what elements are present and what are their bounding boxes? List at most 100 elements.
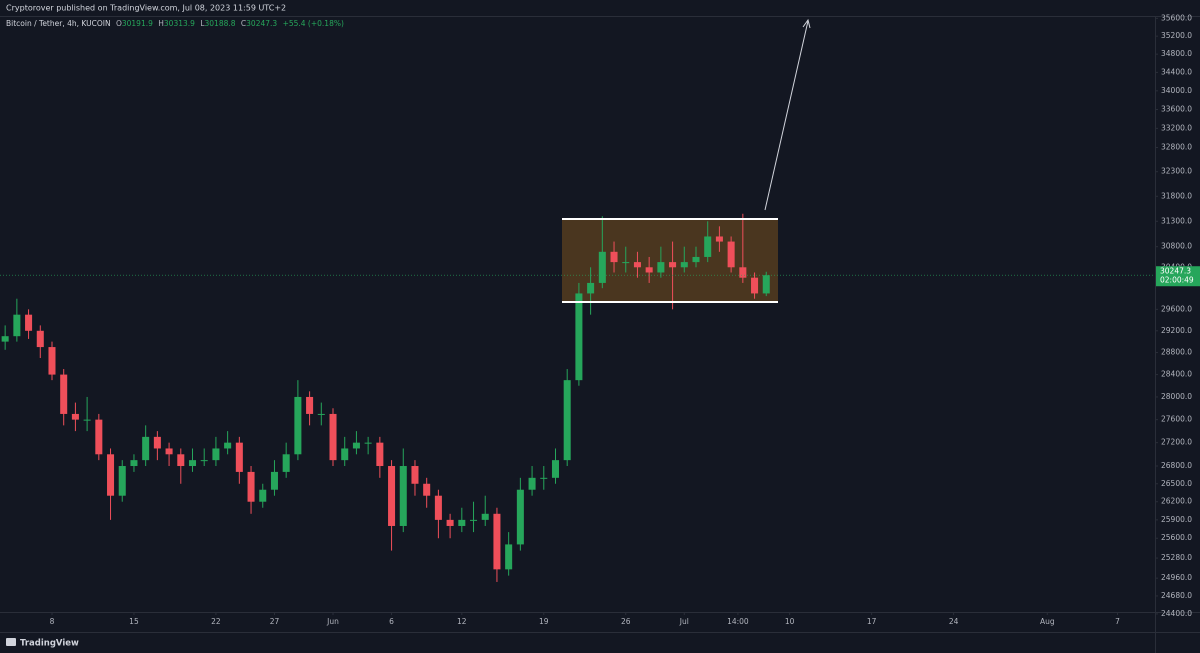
candle-body (540, 477, 548, 479)
candle-body (692, 256, 700, 263)
legend-value: 30188.8 (205, 19, 236, 28)
legend-value: 30247.3 (246, 19, 277, 28)
y-tick-label: 33200.0 (1161, 123, 1192, 132)
logo-icon (6, 638, 16, 646)
candle-body (516, 489, 524, 545)
legend-change: +55.4 (+0.18%) (283, 19, 344, 28)
x-tick-label: 8 (50, 617, 55, 626)
y-tick-label: 24960.0 (1161, 573, 1192, 582)
candle-body (83, 419, 91, 421)
footer-brand: TradingView (20, 639, 79, 649)
y-tick-label: 35600.0 (1161, 13, 1192, 22)
candle-body (470, 519, 478, 521)
x-tick-label: Jul (679, 617, 689, 626)
candle-body (645, 267, 653, 273)
candle-body (48, 347, 56, 375)
candle-body (376, 442, 384, 467)
candle-body (142, 436, 150, 461)
candle-body (352, 442, 360, 449)
candle-body (235, 442, 243, 472)
y-tick-label: 28800.0 (1161, 348, 1192, 357)
y-tick-label: 25280.0 (1161, 553, 1192, 562)
candle-body (153, 436, 161, 449)
x-tick-label: 10 (785, 617, 795, 626)
candle-body (762, 275, 770, 294)
footer-logo: TradingView (6, 638, 79, 649)
y-tick-label: 28400.0 (1161, 370, 1192, 379)
x-tick-label: Jun (326, 617, 339, 626)
candle-body (294, 396, 302, 455)
candle-body (751, 277, 759, 294)
candle-body (633, 262, 641, 268)
x-tick-label: 17 (867, 617, 877, 626)
y-tick-label: 27200.0 (1161, 438, 1192, 447)
x-tick-label: 24 (949, 617, 959, 626)
candle-body (598, 251, 606, 283)
candle-body (458, 519, 466, 526)
candle-body (270, 471, 278, 490)
y-tick-label: 34800.0 (1161, 49, 1192, 58)
legend-symbol: Bitcoin / Tether, 4h, KUCOIN (6, 19, 111, 28)
candle-body (165, 448, 173, 455)
candle-body (704, 236, 712, 257)
candle-body (587, 282, 595, 294)
y-tick-label: 26200.0 (1161, 497, 1192, 506)
y-tick-label: 35200.0 (1161, 31, 1192, 40)
candle-body (107, 454, 115, 496)
candle-body (1, 336, 9, 342)
candle-body (247, 471, 255, 502)
arrow-line (764, 20, 809, 211)
x-tick-label: 27 (270, 617, 280, 626)
legend: Bitcoin / Tether, 4h, KUCOIN O30191.9 H3… (6, 19, 344, 28)
candle-body (200, 460, 208, 462)
y-tick-label: 26500.0 (1161, 479, 1192, 488)
legend-label: L (200, 19, 205, 28)
range-box (562, 219, 778, 302)
y-tick-label: 29600.0 (1161, 304, 1192, 313)
candle-body (212, 448, 220, 461)
legend-value: 30313.9 (164, 19, 195, 28)
y-tick-label: 31300.0 (1161, 216, 1192, 225)
candle-body (259, 489, 267, 502)
x-tick-label: 6 (389, 617, 394, 626)
y-tick-label: 24680.0 (1161, 591, 1192, 600)
candle-body (622, 262, 630, 264)
candle-body (715, 236, 723, 242)
y-tick-label: 30800.0 (1161, 242, 1192, 251)
y-tick-label: 25600.0 (1161, 533, 1192, 542)
candles (1, 213, 770, 582)
candle-body (130, 460, 138, 467)
candle-body (434, 495, 442, 520)
candle-body (423, 483, 431, 496)
x-tick-label: 22 (211, 617, 221, 626)
y-tick-label: 32800.0 (1161, 142, 1192, 151)
candle-body (224, 442, 232, 449)
candle-body (306, 396, 314, 414)
candle-body (13, 314, 21, 337)
candle-body (341, 448, 349, 461)
candle-body (399, 466, 407, 526)
x-tick-label: 19 (539, 617, 549, 626)
candle-body (610, 251, 618, 263)
y-tick-label: 27600.0 (1161, 415, 1192, 424)
header-text: Cryptorover published on TradingView.com… (6, 4, 286, 13)
candle-body (446, 519, 454, 526)
candle-body (364, 442, 372, 444)
candle-body (551, 460, 559, 478)
y-tick-label: 24400.0 (1161, 609, 1192, 618)
x-tick-label: 7 (1115, 617, 1120, 626)
candle-body (36, 330, 44, 348)
candle-body (727, 241, 735, 268)
y-tick-label: 32300.0 (1161, 167, 1192, 176)
candle-body (657, 262, 665, 273)
y-tick-label: 28000.0 (1161, 392, 1192, 401)
price-tag-countdown: 02:00:49 (1160, 276, 1194, 285)
candle-body (505, 544, 513, 570)
y-tick-label: 33600.0 (1161, 104, 1192, 113)
candle-body (680, 262, 688, 268)
legend-label: O (116, 19, 122, 28)
candle-body (528, 477, 536, 490)
legend-value: 30191.9 (122, 19, 153, 28)
